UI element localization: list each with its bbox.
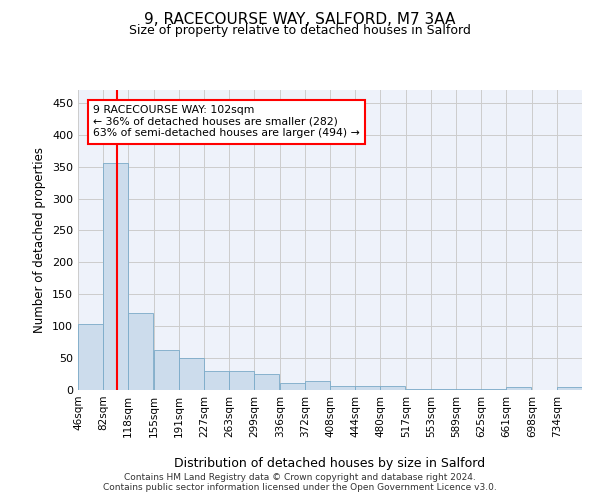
Bar bbox=[380, 386, 405, 390]
Bar bbox=[103, 163, 128, 390]
Bar bbox=[128, 314, 153, 390]
Bar bbox=[204, 371, 229, 390]
Bar bbox=[557, 388, 581, 390]
Text: Distribution of detached houses by size in Salford: Distribution of detached houses by size … bbox=[175, 458, 485, 470]
Bar bbox=[179, 358, 203, 390]
Bar bbox=[431, 388, 455, 390]
Text: 9, RACECOURSE WAY, SALFORD, M7 3AA: 9, RACECOURSE WAY, SALFORD, M7 3AA bbox=[145, 12, 455, 28]
Text: 9 RACECOURSE WAY: 102sqm
← 36% of detached houses are smaller (282)
63% of semi-: 9 RACECOURSE WAY: 102sqm ← 36% of detach… bbox=[93, 105, 360, 138]
Bar bbox=[406, 388, 431, 390]
Bar bbox=[78, 324, 103, 390]
Bar bbox=[229, 371, 254, 390]
Bar bbox=[355, 386, 380, 390]
Bar bbox=[154, 350, 179, 390]
Bar bbox=[481, 388, 506, 390]
Bar bbox=[506, 388, 531, 390]
Bar bbox=[305, 381, 329, 390]
Y-axis label: Number of detached properties: Number of detached properties bbox=[34, 147, 46, 333]
Bar bbox=[254, 374, 279, 390]
Bar bbox=[456, 388, 481, 390]
Text: Size of property relative to detached houses in Salford: Size of property relative to detached ho… bbox=[129, 24, 471, 37]
Bar bbox=[280, 383, 305, 390]
Text: Contains HM Land Registry data © Crown copyright and database right 2024.
Contai: Contains HM Land Registry data © Crown c… bbox=[103, 473, 497, 492]
Bar bbox=[330, 386, 355, 390]
